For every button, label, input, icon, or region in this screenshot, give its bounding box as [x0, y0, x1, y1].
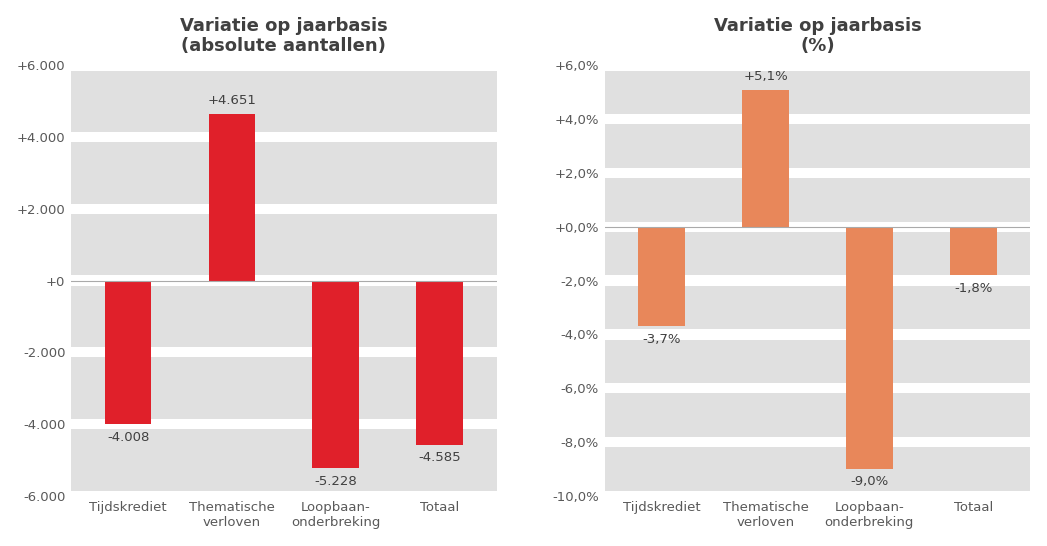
Bar	[71, 214, 496, 275]
Text: -9,0%: -9,0%	[850, 476, 889, 488]
Title: Variatie op jaarbasis
(%): Variatie op jaarbasis (%)	[714, 17, 921, 56]
Bar	[604, 393, 1030, 437]
Bar	[604, 286, 1030, 329]
Bar	[604, 178, 1030, 222]
Bar	[105, 281, 152, 424]
Text: +5,1%: +5,1%	[743, 70, 788, 83]
Bar	[604, 124, 1030, 168]
Bar	[208, 114, 255, 281]
Text: -5.228: -5.228	[314, 474, 357, 488]
Text: -4.585: -4.585	[419, 452, 461, 465]
Text: -4.008: -4.008	[107, 431, 150, 444]
Bar	[742, 90, 788, 227]
Text: +4.651: +4.651	[207, 94, 257, 107]
Title: Variatie op jaarbasis
(absolute aantallen): Variatie op jaarbasis (absolute aantalle…	[180, 17, 387, 56]
Bar	[950, 227, 997, 275]
Bar	[71, 70, 496, 132]
Bar	[604, 232, 1030, 275]
Bar	[71, 358, 496, 419]
Bar	[71, 286, 496, 347]
Bar	[417, 281, 463, 445]
Text: -3,7%: -3,7%	[643, 333, 681, 346]
Bar	[312, 281, 359, 468]
Bar	[846, 227, 893, 469]
Bar	[604, 447, 1030, 491]
Text: -1,8%: -1,8%	[954, 282, 993, 295]
Bar	[604, 70, 1030, 114]
Bar	[604, 340, 1030, 383]
Bar	[71, 429, 496, 491]
Bar	[71, 143, 496, 204]
Bar	[639, 227, 685, 327]
